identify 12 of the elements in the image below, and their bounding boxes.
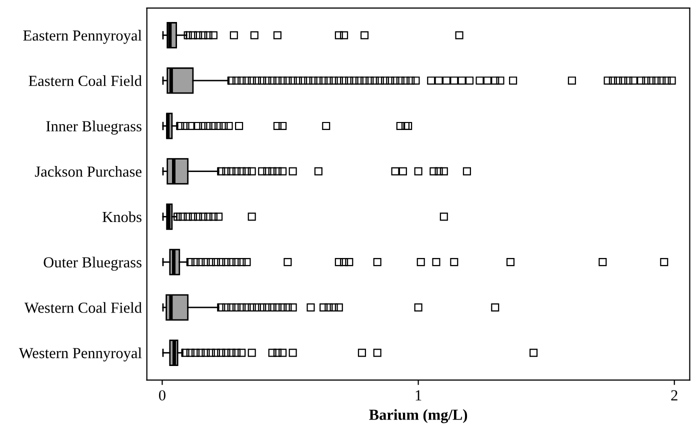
x-tick-label: 0 (158, 390, 166, 401)
y-tick-label: Western Coal Field (24, 302, 142, 313)
y-tick-label: Inner Bluegrass (46, 120, 142, 135)
x-axis-title: Barium (mg/L) (369, 409, 468, 424)
x-tick-label: 1 (416, 390, 422, 400)
y-tick-label: Western Pennyroyal (18, 348, 142, 362)
y-tick-label: Eastern Coal Field (28, 75, 142, 86)
x-tick-label: 2 (671, 390, 678, 400)
y-tick-label: Eastern Pennyroyal (23, 30, 142, 44)
y-tick-label: Outer Bluegrass (44, 256, 142, 271)
y-tick-label: Knobs (102, 211, 142, 222)
y-tick-label: Jackson Purchase (34, 166, 142, 177)
